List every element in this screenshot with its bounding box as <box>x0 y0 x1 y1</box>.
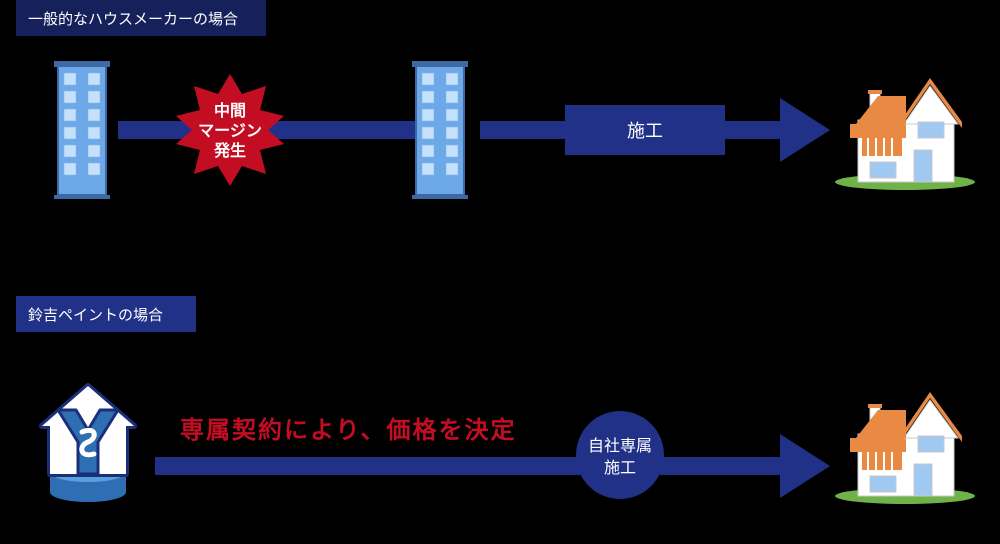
logo-icon <box>42 386 134 502</box>
circle-badge: 自社専属 施工 <box>576 411 664 499</box>
house-icon <box>835 78 975 190</box>
header-housemaker-label: 一般的なハウスメーカーの場合 <box>28 11 238 28</box>
row-suzukichi: 専属契約により、価格を決定 自社専属 施工 <box>42 386 975 504</box>
circle-line1: 自社専属 <box>588 437 652 455</box>
burst-line2: マージン <box>198 123 262 140</box>
diagram-canvas: 一般的なハウスメーカーの場合 施工 中間 マージン 発生 鈴吉ペイントの場合 <box>0 0 1000 544</box>
step-label: 施工 <box>627 121 663 141</box>
building-icon <box>54 61 110 199</box>
burst-line3: 発生 <box>213 141 246 160</box>
starburst-margin: 中間 マージン 発生 <box>176 74 284 186</box>
header-suzukichi: 鈴吉ペイントの場合 <box>16 296 196 332</box>
slogan-text: 専属契約により、価格を決定 <box>180 416 517 444</box>
burst-line1: 中間 <box>214 101 246 120</box>
row-housemaker: 施工 中間 マージン 発生 <box>54 61 975 199</box>
house-icon <box>835 392 975 504</box>
header-housemaker: 一般的なハウスメーカーの場合 <box>16 0 266 36</box>
circle-line2: 施工 <box>604 459 636 477</box>
header-suzukichi-label: 鈴吉ペイントの場合 <box>28 307 163 324</box>
building-icon <box>412 61 468 199</box>
